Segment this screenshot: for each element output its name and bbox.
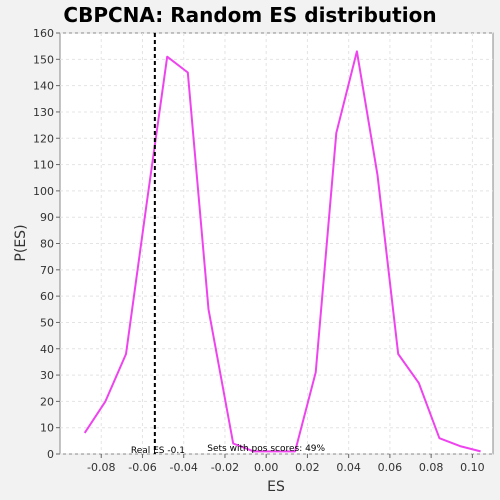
series-layer <box>83 50 481 453</box>
y-tick-label: 30 <box>40 369 54 382</box>
x-axis-title: ES <box>267 479 285 495</box>
y-tick-label: 80 <box>40 238 54 251</box>
grid <box>60 32 493 455</box>
pos-scores-annotation: Sets with pos scores: 49% <box>207 444 325 454</box>
x-tick-label: 0.06 <box>378 461 403 474</box>
y-tick-label: 130 <box>33 106 54 119</box>
x-tick-label: -0.04 <box>169 461 197 474</box>
x-tick-label: -0.08 <box>87 461 115 474</box>
x-tick-label: 0.02 <box>295 461 320 474</box>
y-tick-label: 90 <box>40 211 54 224</box>
real-es-annotation: Real ES -0.1 <box>131 446 185 456</box>
y-tick-label: 60 <box>40 290 54 303</box>
y-tick-label: 160 <box>33 27 54 40</box>
x-tick-label: -0.06 <box>128 461 156 474</box>
y-tick-label: 0 <box>47 448 54 461</box>
axes: 0 10 20 30 40 50 60 70 80 90 100 110 120 130 140 150 160… <box>33 27 485 474</box>
x-tick-label: 0.10 <box>460 461 485 474</box>
y-tick-label: 110 <box>33 159 54 172</box>
chart-title: CBPCNA: Random ES distribution <box>63 3 436 27</box>
x-tick-label: 0.08 <box>419 461 444 474</box>
y-tick-label: 140 <box>33 80 54 93</box>
y-axis-title: P(ES) <box>13 224 29 261</box>
y-tick-label: 40 <box>40 343 54 356</box>
es-distribution-line <box>83 50 481 453</box>
y-tick-label: 100 <box>33 185 54 198</box>
y-tick-label: 120 <box>33 132 54 145</box>
y-tick-label: 50 <box>40 316 54 329</box>
x-tick-label: 0.04 <box>336 461 361 474</box>
y-tick-label: 10 <box>40 422 54 435</box>
x-tick-label: 0.00 <box>254 461 279 474</box>
y-tick-label: 150 <box>33 53 54 66</box>
x-tick-label: -0.02 <box>211 461 239 474</box>
y-tick-label: 70 <box>40 264 54 277</box>
y-tick-label: 20 <box>40 395 54 408</box>
